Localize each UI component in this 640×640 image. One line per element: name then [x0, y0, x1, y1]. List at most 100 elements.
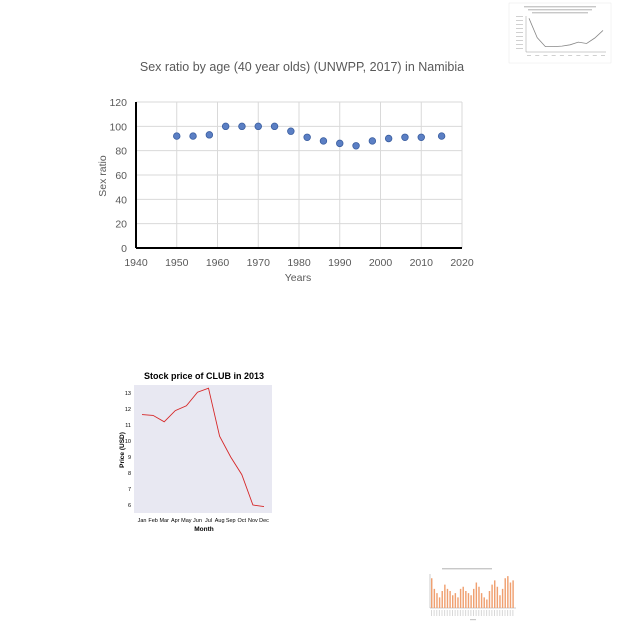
x-tick-label: Oct: [238, 518, 247, 524]
bar: [465, 591, 467, 608]
series-line: [528, 18, 604, 47]
bar: [512, 580, 514, 608]
data-point: [384, 134, 393, 143]
x-tick-label: [504, 610, 506, 616]
x-axis-label: [470, 619, 476, 621]
bar: [504, 578, 506, 608]
x-tick-label: [527, 55, 531, 56]
x-tick-label: [454, 610, 456, 616]
x-tick-label: May: [181, 518, 192, 524]
y-tick-label: [516, 16, 523, 17]
data-points: [173, 122, 446, 150]
bar: [509, 582, 512, 608]
x-tick-label: [444, 610, 446, 616]
x-tick-label: [535, 55, 540, 56]
x-tick-label: [559, 55, 564, 56]
x-tick-label: Aug: [215, 518, 225, 524]
x-tick-label: [501, 610, 503, 616]
bar: [457, 597, 459, 608]
y-axis-label: Price (USD): [119, 432, 126, 468]
data-point: [417, 133, 425, 141]
y-tick-label: 12: [125, 407, 131, 413]
data-point: [401, 133, 409, 141]
x-tick-label: 2010: [410, 257, 434, 269]
x-tick-label: [512, 610, 514, 616]
x-tick-label: [496, 610, 498, 616]
data-point: [189, 132, 197, 140]
data-point: [173, 132, 181, 140]
thumbnail-line-chart-svg: [508, 2, 612, 64]
data-point: [303, 133, 311, 141]
x-tick-label: 2020: [450, 257, 474, 269]
x-tick-label: [568, 55, 573, 56]
x-tick-label: [475, 610, 477, 616]
bar: [483, 597, 485, 608]
y-tick-label: [516, 40, 523, 41]
x-tick-label: [584, 55, 589, 56]
x-tick-label: Apr: [171, 518, 180, 524]
y-axis-label: Sex ratio: [97, 155, 109, 197]
x-tick-label: [601, 55, 605, 56]
plot-area: 6 7 8 9 10 11 12 13 Jan Feb Mar Apr May Jun Jul Aug Sep O…: [125, 385, 272, 524]
x-tick-label: [438, 610, 440, 616]
title-text-line: [532, 12, 588, 14]
x-tick-label: Jul: [205, 518, 212, 524]
x-tick-label: Mar: [159, 518, 169, 524]
data-point: [270, 122, 279, 131]
bar: [491, 584, 493, 608]
bar: [438, 597, 441, 608]
x-tick-label: Jun: [193, 518, 202, 524]
x-tick-label: 1960: [206, 257, 230, 269]
x-tick-label: [436, 610, 438, 616]
x-tick-label: Dec: [259, 518, 269, 524]
x-tick-label: [486, 610, 488, 616]
x-tick-label: [446, 610, 448, 616]
data-point: [221, 122, 230, 131]
chart-title: Sex ratio by age (40 year olds) (UNWPP, …: [140, 60, 464, 74]
y-tick-label: 6: [128, 503, 131, 509]
x-tick-label: Feb: [148, 518, 157, 524]
bar: [488, 591, 491, 608]
x-tick-label: [576, 55, 581, 56]
x-tick-label: 1970: [247, 257, 271, 269]
y-tick-label: 11: [125, 423, 131, 429]
y-tick-label: 7: [128, 487, 131, 493]
y-tick-label: [516, 44, 523, 45]
x-tick-label: [491, 610, 493, 616]
bar: [433, 588, 436, 608]
y-tick-label: 9: [128, 455, 131, 461]
x-tick-label: [480, 610, 482, 616]
x-tick-label: 2000: [369, 257, 393, 269]
x-tick-label: [551, 55, 556, 56]
y-tick-label: 13: [125, 391, 131, 397]
bar: [459, 588, 462, 608]
y-tick-label: [516, 48, 523, 49]
y-tick-label: [516, 32, 523, 33]
sex-ratio-chart-svg: Sex ratio by age (40 year olds) (UNWPP, …: [97, 60, 474, 284]
bar: [478, 586, 480, 608]
data-point: [254, 122, 262, 131]
x-tick-label: [509, 610, 511, 616]
y-tick-label: 40: [115, 194, 127, 206]
y-tick-label: [516, 20, 523, 21]
bar: [446, 588, 449, 608]
sex-ratio-chart: Sex ratio by age (40 year olds) (UNWPP, …: [0, 0, 640, 300]
x-tick-label: [488, 610, 490, 616]
data-point: [352, 142, 360, 150]
data-point: [437, 132, 446, 140]
stock-price-chart-svg: Stock price of CLUB in 2013 Price (USD) …: [119, 371, 272, 533]
y-tick-label: 120: [109, 97, 127, 109]
y-tick-label: 80: [115, 146, 127, 158]
grid: [135, 101, 463, 249]
x-tick-label: [499, 610, 501, 616]
x-tick-label: 1990: [328, 257, 352, 269]
x-tick-label: [473, 610, 474, 616]
bar: [475, 582, 478, 608]
x-tick-label: Sep: [226, 518, 236, 524]
x-tick-label: [462, 610, 464, 616]
bar: [486, 599, 488, 608]
x-tick-label: [478, 610, 480, 616]
y-tick-label: 20: [115, 219, 127, 231]
y-tick-label: 100: [109, 121, 127, 133]
bar: [507, 576, 509, 608]
